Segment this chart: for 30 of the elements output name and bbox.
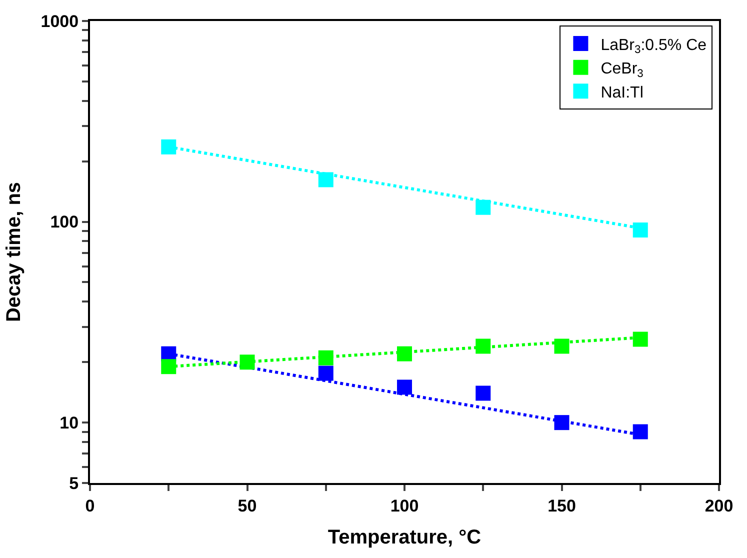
point: [318, 350, 334, 366]
y-tick-label: 100: [50, 212, 79, 232]
y-axis-title: Decay time, ns: [2, 182, 25, 322]
point: [161, 359, 176, 374]
point: [318, 172, 334, 188]
legend-label: LaBr$_{3}$:0.5% Ce: [600, 36, 707, 56]
y-tick-label: 1000: [40, 12, 79, 31]
legend-label: NaI:Tl: [600, 84, 644, 102]
point: [240, 354, 255, 370]
point: [632, 222, 648, 238]
point: [554, 415, 570, 430]
point: [632, 424, 648, 440]
x-axis-title: Temperature, °C: [328, 526, 482, 548]
point: [476, 386, 491, 401]
point: [554, 338, 570, 354]
x-tick-label: 100: [390, 496, 419, 516]
point: [397, 346, 412, 362]
x-tick-label: 0: [85, 496, 95, 516]
y-tick-label: 10: [60, 414, 79, 433]
point: [632, 332, 648, 347]
point: [476, 338, 491, 354]
x-tick-label: 200: [704, 496, 734, 516]
point: [397, 380, 412, 395]
point: [476, 200, 491, 215]
point: [318, 366, 334, 381]
legend-label: CeBr$_{3}$: [600, 60, 644, 80]
x-tick-label: 150: [548, 496, 576, 516]
x-tick-label: 50: [238, 496, 257, 516]
y-tick-label: 5: [69, 474, 79, 493]
point: [161, 139, 176, 154]
